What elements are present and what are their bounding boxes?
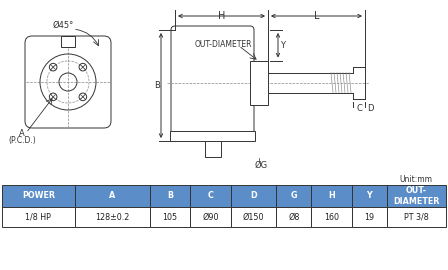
Bar: [231, 185, 276, 207]
Bar: [276, 185, 311, 207]
Bar: [150, 207, 190, 227]
Text: Y: Y: [366, 191, 372, 201]
Text: Ø8: Ø8: [288, 212, 300, 221]
Text: Ø90: Ø90: [202, 212, 219, 221]
Text: PT 3/8: PT 3/8: [404, 212, 429, 221]
FancyBboxPatch shape: [25, 36, 111, 128]
Bar: [170, 131, 255, 141]
Text: 160: 160: [324, 212, 339, 221]
Text: D: D: [250, 191, 257, 201]
Text: B: B: [167, 191, 173, 201]
Text: 105: 105: [163, 212, 178, 221]
Text: OUT-
DIAMETER: OUT- DIAMETER: [393, 186, 439, 206]
Text: H: H: [218, 11, 225, 21]
Bar: [352, 185, 387, 207]
Text: 19: 19: [364, 212, 375, 221]
Text: (P.C.D.): (P.C.D.): [8, 136, 36, 144]
Bar: [204, 141, 220, 157]
Text: Unit:mm: Unit:mm: [399, 176, 432, 184]
Bar: [2, 207, 75, 227]
Text: Ø45°: Ø45°: [52, 21, 73, 29]
Text: Y: Y: [280, 41, 285, 50]
Text: POWER: POWER: [22, 191, 55, 201]
Text: G: G: [291, 191, 297, 201]
Bar: [311, 207, 352, 227]
Text: Ø150: Ø150: [243, 212, 264, 221]
Bar: [2, 185, 75, 207]
Bar: [190, 185, 231, 207]
Bar: [150, 185, 190, 207]
Text: OUT-DIAMETER: OUT-DIAMETER: [194, 40, 252, 49]
Bar: [75, 207, 150, 227]
Text: B: B: [154, 81, 160, 90]
Bar: [311, 185, 352, 207]
Text: L: L: [314, 11, 319, 21]
Bar: [250, 60, 268, 104]
Bar: [75, 185, 150, 207]
Bar: [352, 207, 387, 227]
Text: 128±0.2: 128±0.2: [95, 212, 129, 221]
Bar: [61, 36, 75, 47]
Bar: [387, 185, 446, 207]
Text: D: D: [367, 104, 373, 113]
Text: C: C: [356, 104, 362, 113]
Text: A: A: [109, 191, 116, 201]
Text: H: H: [328, 191, 335, 201]
Text: C: C: [207, 191, 214, 201]
FancyBboxPatch shape: [171, 26, 254, 139]
Bar: [276, 207, 311, 227]
Bar: [231, 207, 276, 227]
Bar: [387, 207, 446, 227]
Bar: [190, 207, 231, 227]
Text: 1/8 HP: 1/8 HP: [26, 212, 51, 221]
Text: ØG: ØG: [254, 160, 267, 170]
Text: A: A: [19, 129, 25, 137]
